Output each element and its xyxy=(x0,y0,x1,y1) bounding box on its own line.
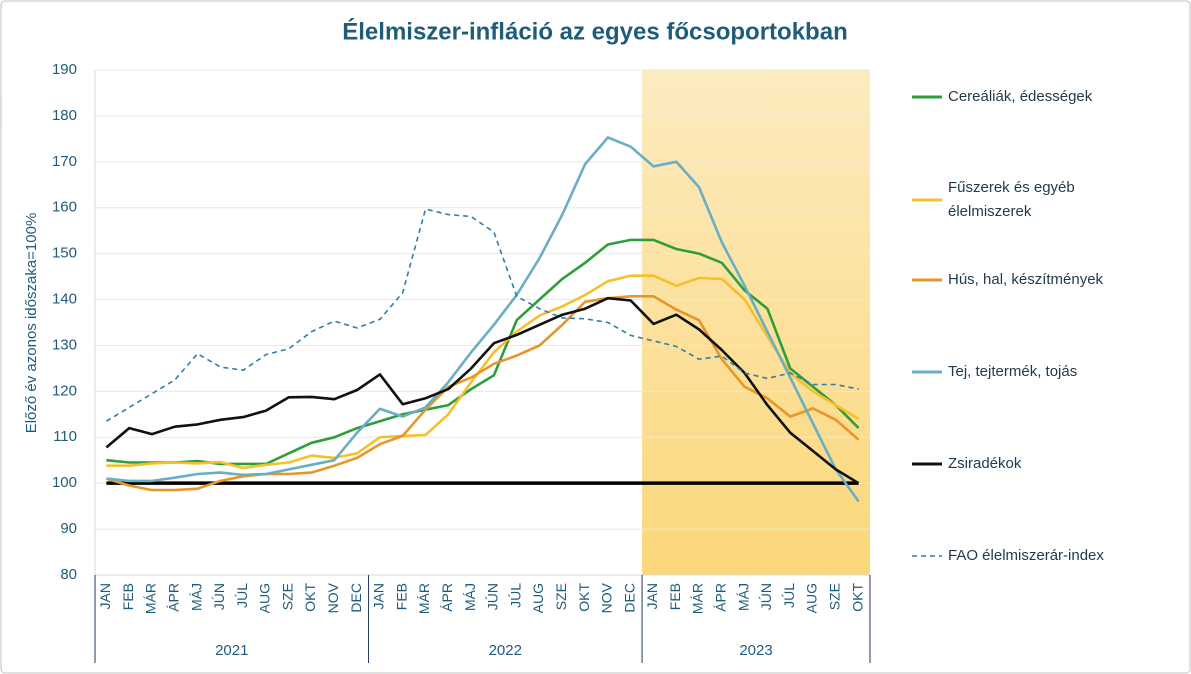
x-tick-label: JÚL xyxy=(234,583,250,608)
x-tick-label: MÁJ xyxy=(735,583,751,611)
legend-item: FAO élelmiszerár-index xyxy=(912,544,1162,568)
x-tick-label: ÁPR xyxy=(713,583,729,612)
x-tick-label: JAN xyxy=(371,583,387,609)
series-line xyxy=(105,296,860,485)
y-tick-label: 130 xyxy=(52,336,77,353)
series-line xyxy=(105,208,859,422)
x-tick-label: NOV xyxy=(325,582,341,613)
x-tick-label: SZE xyxy=(827,583,843,610)
legend-label: Tej, tejtermék, tojás xyxy=(948,363,1078,380)
y-tick-label: 180 xyxy=(52,107,77,124)
x-tick-label: MÁJ xyxy=(462,583,478,611)
x-tick-label: FEB xyxy=(667,583,683,610)
x-tick-label: JAN xyxy=(644,583,660,609)
x-tick-label: OKT xyxy=(576,583,592,612)
x-tick-label: ÁPR xyxy=(439,583,455,612)
series-line xyxy=(106,274,860,470)
y-tick-label: 140 xyxy=(52,291,77,308)
x-tick-label: AUG xyxy=(257,583,273,613)
x-tick-label: JÚN xyxy=(211,583,227,610)
legend-swatch xyxy=(912,462,942,466)
y-tick-label: 170 xyxy=(52,153,77,170)
x-group-label: 2021 xyxy=(215,642,248,659)
chart-title: Élelmiszer-infláció az egyes főcsoportok… xyxy=(342,17,847,45)
x-tick-label: JÚN xyxy=(485,583,501,610)
legend-swatch xyxy=(912,95,942,99)
y-tick-label: 110 xyxy=(53,428,77,445)
series-line xyxy=(106,295,860,492)
x-tick-label: MÁR xyxy=(416,583,432,614)
x-tick-label: JÚN xyxy=(758,583,774,610)
series-line xyxy=(106,136,860,503)
y-tick-label: 90 xyxy=(60,520,77,537)
x-group-label: 2022 xyxy=(489,642,522,659)
legend-label: Cereáliák, édességek xyxy=(948,88,1093,105)
x-tick-label: MÁR xyxy=(143,583,159,614)
legend-item: Tej, tejtermék, tojás xyxy=(912,360,1162,384)
y-tick-label: 150 xyxy=(52,245,77,262)
x-tick-label: OKT xyxy=(302,583,318,612)
x-tick-label: SZE xyxy=(553,583,569,610)
legend-swatch xyxy=(912,198,942,202)
legend-item: Hús, hal, készítmények xyxy=(912,268,1162,292)
x-tick-label: ÁPR xyxy=(165,583,181,612)
x-tick-label: FEB xyxy=(120,583,136,610)
y-tick-label: 100 xyxy=(52,474,77,491)
x-tick-label: DEC xyxy=(621,583,637,613)
legend-swatch xyxy=(912,555,942,557)
y-tick-label: 80 xyxy=(60,566,77,583)
legend-label: Fűszerek és egyéb élelmiszerek xyxy=(948,179,1075,220)
x-tick-label: SZE xyxy=(279,583,295,610)
y-tick-label: 160 xyxy=(52,199,77,216)
y-axis-label: Előző év azonos időszaka=100% xyxy=(23,213,40,434)
x-tick-label: MÁR xyxy=(690,583,706,614)
x-tick-label: AUG xyxy=(804,583,820,613)
x-tick-label: MÁJ xyxy=(188,583,204,611)
x-tick-label: NOV xyxy=(599,582,615,613)
x-tick-label: DEC xyxy=(348,583,364,613)
x-tick-label: AUG xyxy=(530,583,546,613)
x-tick-label: OKT xyxy=(849,583,865,612)
x-group-label: 2023 xyxy=(739,642,772,659)
legend-label: Zsiradékok xyxy=(948,455,1022,472)
legend-swatch xyxy=(912,278,942,282)
x-tick-label: JÚL xyxy=(781,583,797,608)
x-tick-label: FEB xyxy=(393,583,409,610)
legend-item: Cereáliák, édességek xyxy=(912,85,1162,109)
legend-label: Hús, hal, készítmények xyxy=(948,271,1104,288)
legend-item: Fűszerek és egyéb élelmiszerek xyxy=(912,176,1162,224)
x-tick-label: JÚL xyxy=(507,583,523,608)
y-tick-label: 120 xyxy=(52,382,77,399)
legend-label: FAO élelmiszerár-index xyxy=(948,547,1104,564)
x-tick-label: JAN xyxy=(97,583,113,609)
y-tick-label: 190 xyxy=(52,61,77,78)
legend-item: Zsiradékok xyxy=(912,452,1162,476)
shaded-period xyxy=(642,70,870,575)
legend-swatch xyxy=(912,370,942,374)
